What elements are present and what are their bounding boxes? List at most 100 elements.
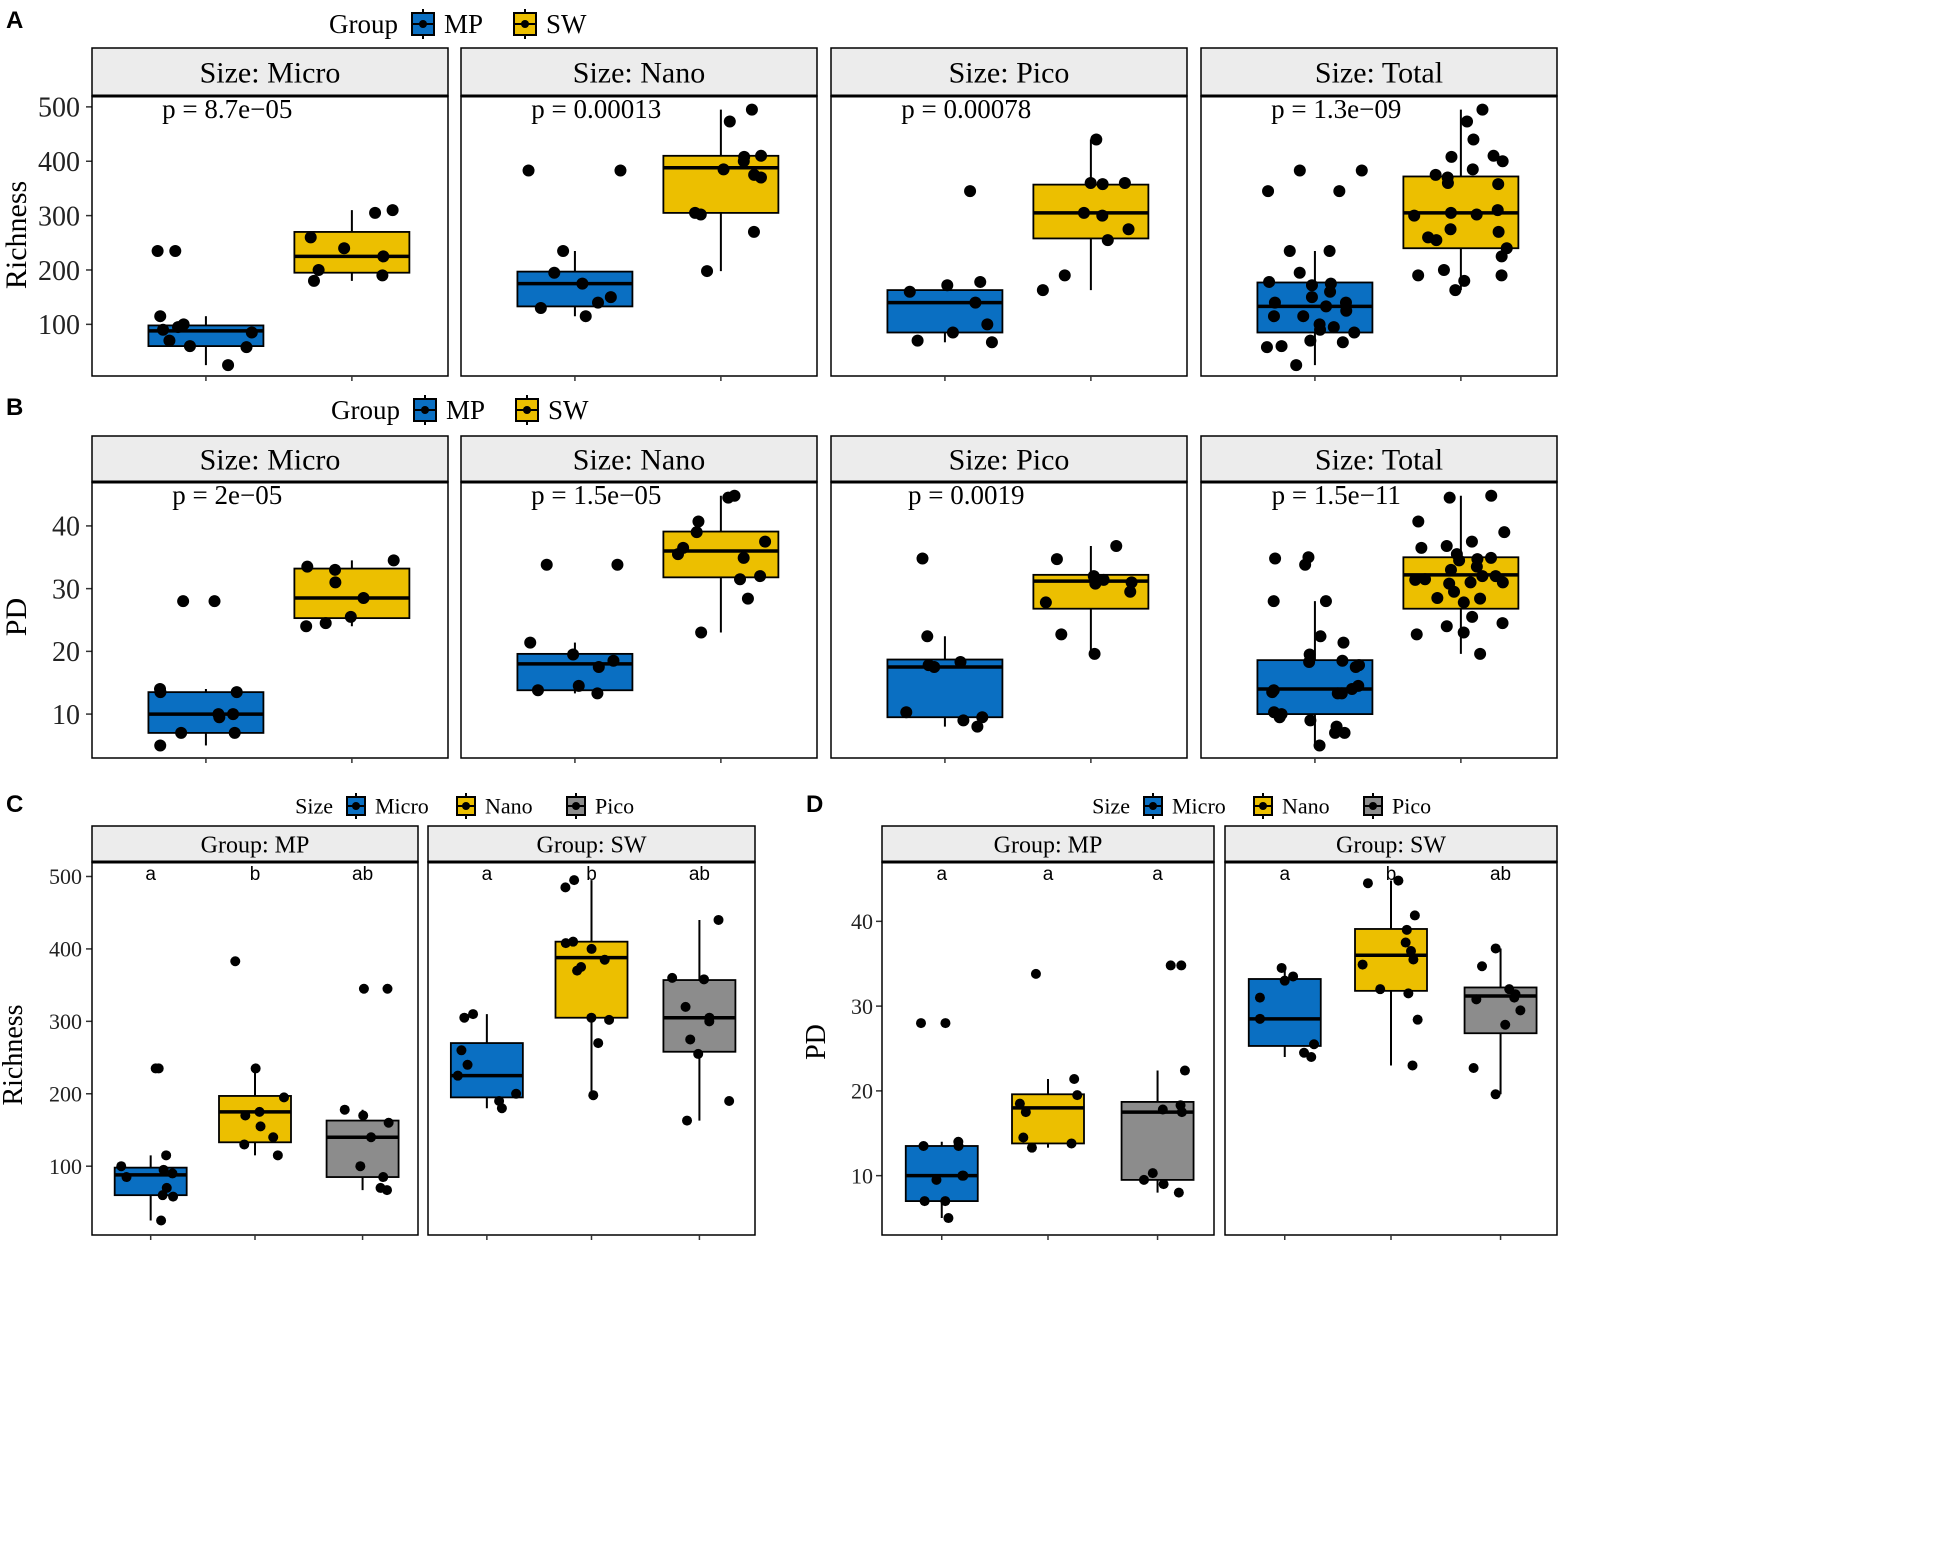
data-point: [1429, 168, 1442, 181]
data-point: [985, 336, 998, 349]
data-point: [698, 974, 709, 985]
p-value-annotation: p = 1.5e−11: [1272, 480, 1401, 510]
facet-strip-label: Group: MP: [994, 832, 1103, 858]
chart-panel-d: D Size Micro Nano Pico PD 10 20 30 40 Group: MP a a a…: [801, 791, 1558, 1240]
data-point: [1018, 1132, 1029, 1143]
chart-panel-c: C Size Micro Nano Pico Richness 100 200 300 400 50…: [0, 791, 756, 1240]
box-iqr: [293, 567, 411, 620]
data-point: [1393, 875, 1404, 886]
data-point: [1124, 585, 1137, 598]
data-point: [169, 244, 182, 257]
facet: Group: SWa b ab: [427, 825, 756, 1240]
data-point: [358, 983, 369, 994]
boxplot-sw: [662, 103, 780, 381]
data-point: [1267, 310, 1280, 323]
data-point: [1320, 300, 1333, 313]
data-point: [496, 1103, 507, 1114]
data-point: [1125, 576, 1138, 589]
data-point: [1323, 244, 1336, 257]
significance-letter: a: [1152, 864, 1163, 885]
data-point: [151, 244, 164, 257]
data-point: [1020, 1107, 1031, 1118]
data-point: [245, 326, 258, 339]
data-point: [304, 231, 317, 244]
legend-label-pico: Pico: [1392, 793, 1431, 818]
data-point: [1254, 1013, 1265, 1024]
data-point: [918, 1140, 929, 1151]
y-tick-label: 400: [49, 937, 82, 962]
data-point: [741, 592, 754, 605]
data-point: [576, 277, 589, 290]
y-tick-label: 20: [851, 1079, 873, 1104]
data-point: [175, 726, 188, 739]
data-point: [1138, 1174, 1149, 1185]
data-point: [1515, 1005, 1526, 1016]
data-point: [158, 1164, 169, 1175]
p-value-annotation: p = 1.3e−09: [1271, 94, 1401, 124]
data-point: [358, 1110, 369, 1121]
boxplot-nano: b: [1354, 864, 1428, 1240]
data-point: [524, 636, 537, 649]
data-point: [1449, 284, 1462, 297]
data-point: [599, 954, 610, 965]
data-point: [300, 620, 313, 633]
data-point: [1490, 1089, 1501, 1100]
data-point: [1453, 554, 1466, 567]
data-point: [1090, 133, 1103, 146]
data-point: [1440, 539, 1453, 552]
p-value-annotation: p = 1.5e−05: [531, 480, 661, 510]
data-point: [1072, 1090, 1083, 1101]
data-point: [1336, 654, 1349, 667]
data-point: [1485, 489, 1498, 502]
data-point: [154, 310, 167, 323]
data-point: [593, 1038, 604, 1049]
facet: Group: SWa b ab: [1224, 825, 1558, 1240]
boxplot-sw: [1032, 539, 1150, 763]
data-point: [1030, 968, 1041, 979]
y-tick-label: 300: [49, 1009, 82, 1034]
data-point: [592, 661, 605, 674]
facet-strip: [460, 47, 818, 97]
data-point: [692, 515, 705, 528]
data-point: [1050, 553, 1063, 566]
facet-strip: [427, 825, 756, 863]
legend-title: Size: [295, 793, 333, 818]
data-point: [1304, 714, 1317, 727]
facet-plot-area: [91, 481, 449, 759]
data-point: [1467, 133, 1480, 146]
data-point: [230, 686, 243, 699]
data-point: [1273, 711, 1286, 724]
legend-label-pico: Pico: [595, 793, 634, 818]
data-point: [1490, 943, 1501, 954]
facet-strip: [1200, 435, 1558, 483]
data-point: [378, 1172, 389, 1183]
data-point: [1096, 178, 1109, 191]
data-point: [227, 708, 240, 721]
legend-label-mp: MP: [446, 395, 485, 425]
boxplot-micro: a: [113, 864, 188, 1240]
data-point: [1267, 595, 1280, 608]
data-point: [1465, 535, 1478, 548]
data-point: [459, 1012, 470, 1023]
facet-strip: [91, 47, 449, 97]
data-point: [667, 972, 678, 983]
data-point: [572, 965, 583, 976]
data-point: [1375, 984, 1386, 995]
data-point: [1466, 610, 1479, 623]
data-point: [213, 711, 226, 724]
data-point: [928, 661, 941, 674]
data-point: [586, 1012, 597, 1023]
data-point: [724, 1096, 735, 1107]
data-point: [1408, 209, 1421, 222]
data-point: [560, 882, 571, 893]
data-point: [941, 279, 954, 292]
data-point: [1401, 924, 1412, 935]
boxplot-sw: [1402, 489, 1520, 763]
legend-key-dot: [462, 802, 470, 810]
legend-key-dot: [1369, 802, 1377, 810]
legend: Size Micro Nano Pico: [1092, 793, 1431, 819]
data-point: [1405, 946, 1416, 957]
significance-letter: b: [586, 864, 597, 885]
